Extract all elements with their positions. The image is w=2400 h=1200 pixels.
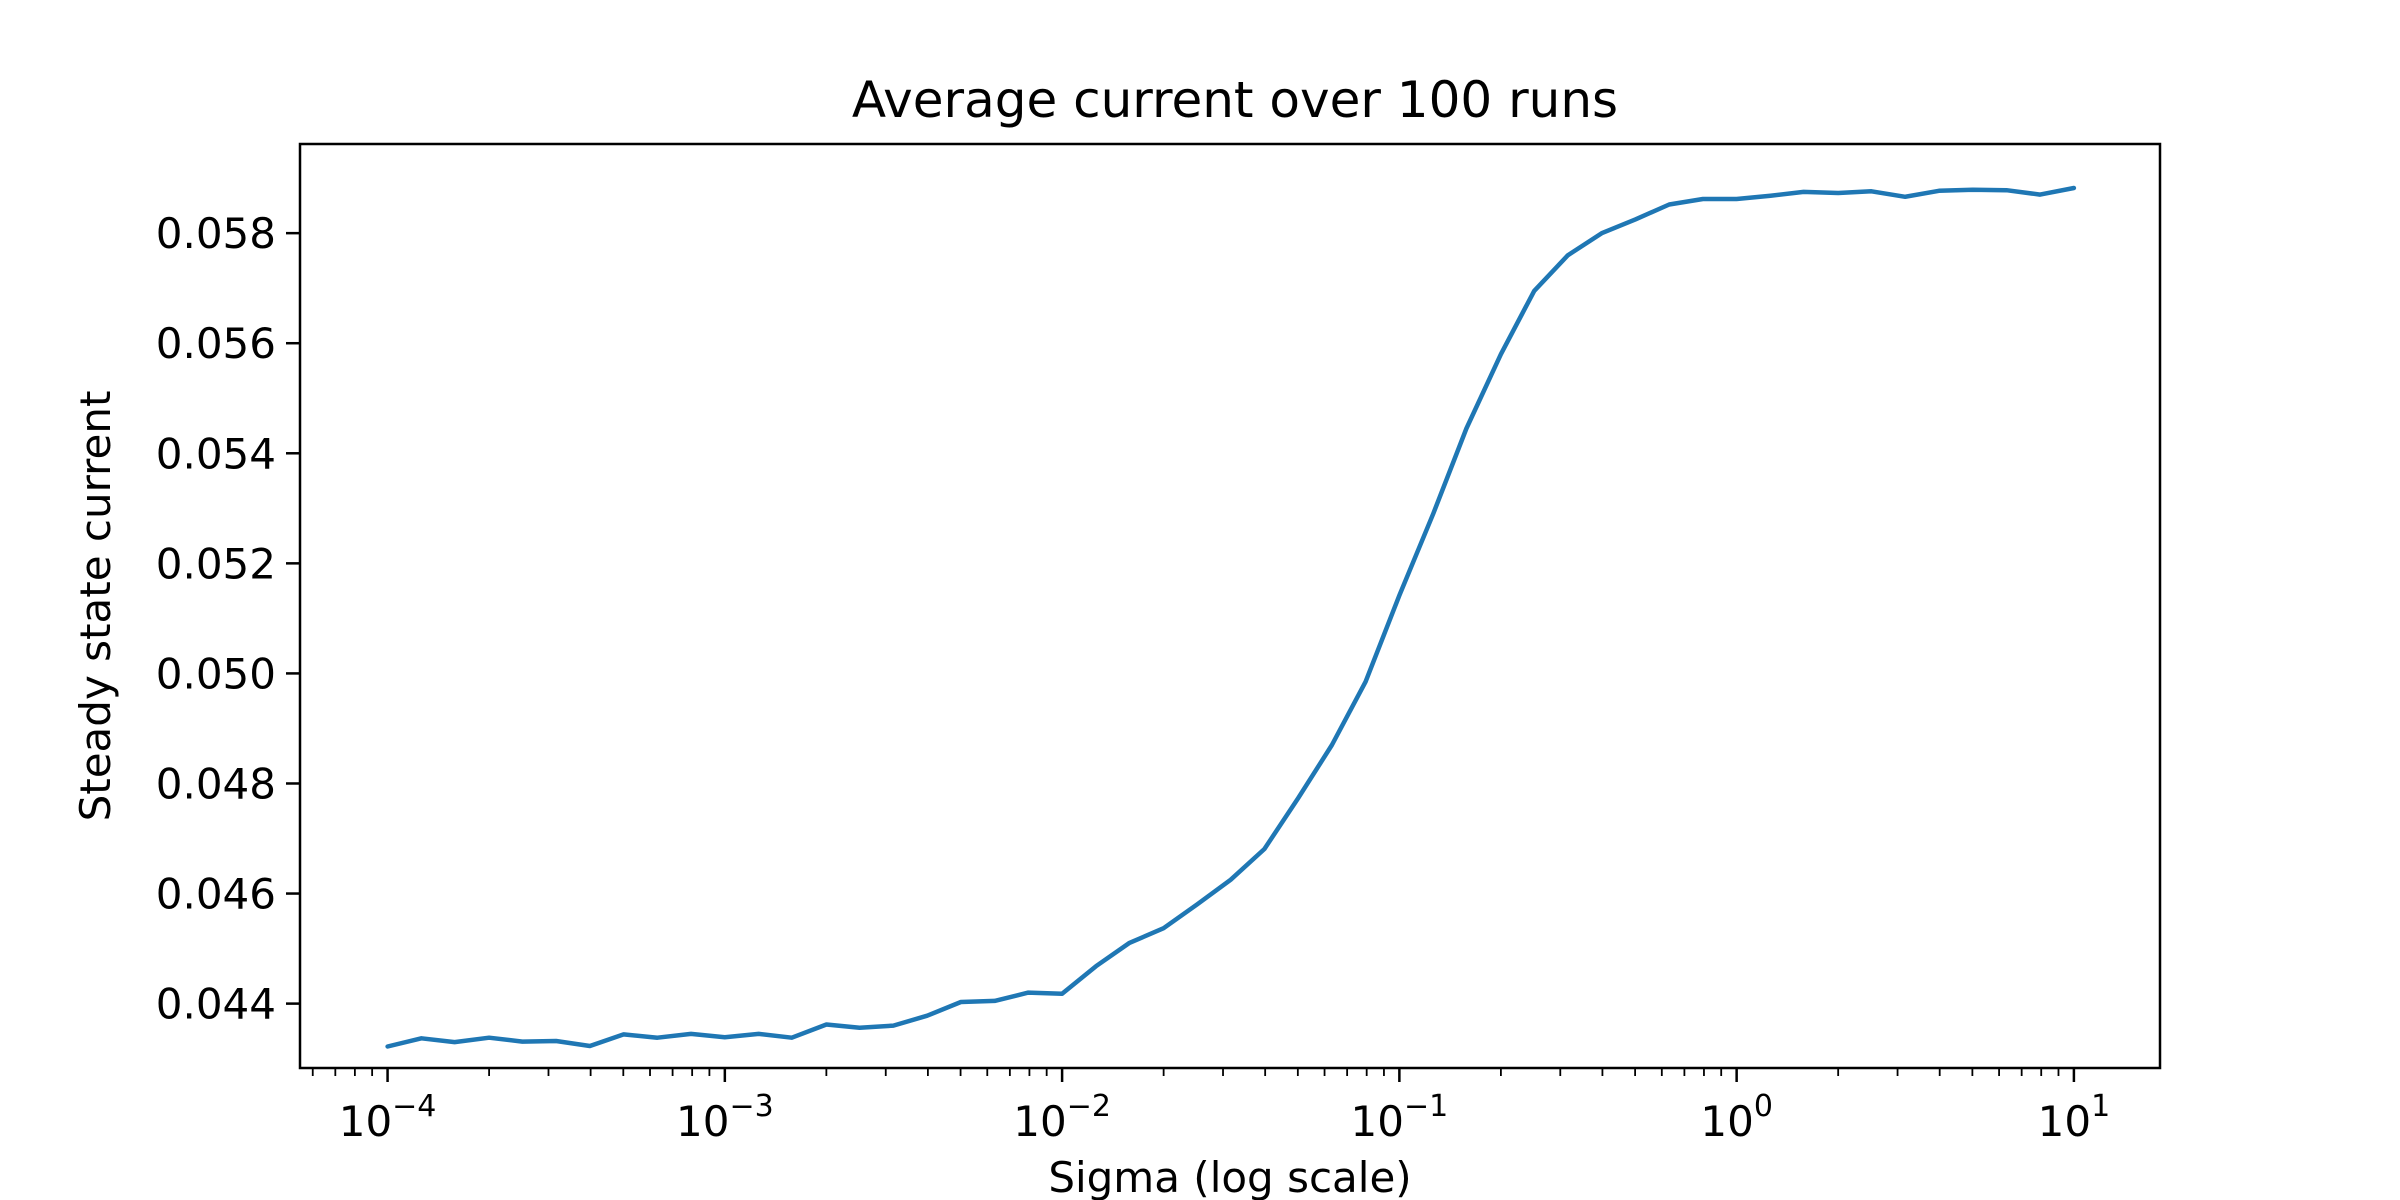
x-tick-label: 10−3 (676, 1089, 774, 1146)
y-tick-label: 0.048 (156, 759, 276, 808)
y-tick-label: 0.054 (156, 429, 276, 478)
x-tick-exponent: −3 (729, 1089, 773, 1124)
y-tick-label: 0.044 (156, 980, 276, 1029)
x-tick-label: 10−2 (1013, 1089, 1111, 1146)
x-tick-exponent: −4 (392, 1089, 436, 1124)
x-tick-base: 10 (1351, 1097, 1404, 1146)
x-tick-base: 10 (676, 1097, 729, 1146)
y-axis-label: Steady state current (71, 391, 120, 822)
y-tick-label: 0.046 (156, 870, 276, 919)
x-tick-exponent: 1 (2091, 1089, 2110, 1124)
x-tick-label: 100 (1700, 1089, 1773, 1146)
y-tick-label: 0.058 (156, 209, 276, 258)
x-tick-label: 10−4 (339, 1089, 437, 1146)
y-tick-label: 0.052 (156, 539, 276, 588)
y-tick-label: 0.050 (156, 649, 276, 698)
x-minor-ticks (311, 1068, 2060, 1076)
x-tick-label: 101 (2038, 1089, 2111, 1146)
y-tick-label: 0.056 (156, 319, 276, 368)
x-tick-exponent: 0 (1754, 1089, 1773, 1124)
x-tick-base: 10 (1013, 1097, 1066, 1146)
x-tick-base: 10 (2038, 1097, 2091, 1146)
x-tick-exponent: −2 (1067, 1089, 1111, 1124)
series-line-average-current (385, 185, 2077, 1049)
x-tick-base: 10 (1700, 1097, 1753, 1146)
x-axis: 10−4 10−3 10−2 10−1 100 101 (339, 1068, 2110, 1146)
x-tick-exponent: −1 (1404, 1089, 1448, 1124)
y-axis: 0.044 0.046 0.048 0.050 0.052 0.054 0.056 0.058 (156, 209, 300, 1029)
x-tick-base: 10 (339, 1097, 392, 1146)
x-tick-label: 10−1 (1351, 1089, 1449, 1146)
chart-title: Average current over 100 runs (852, 71, 1618, 129)
x-axis-label: Sigma (log scale) (1048, 1153, 1411, 1200)
plot-frame (298, 142, 2162, 1070)
